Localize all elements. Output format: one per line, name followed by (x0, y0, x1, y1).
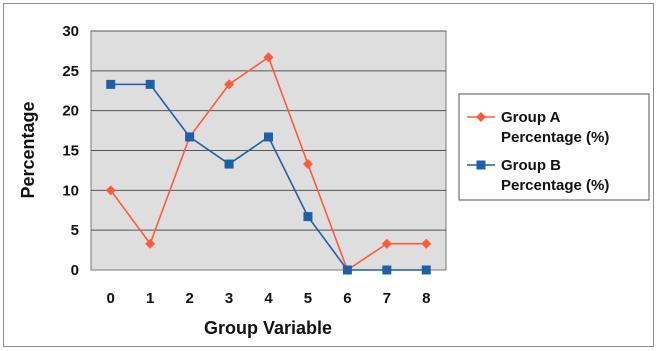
y-tick-label-0: 0 (71, 262, 79, 279)
group-b-legend-marker (476, 160, 486, 170)
x-tick-label-8: 8 (422, 290, 430, 307)
x-tick-label-1: 1 (146, 290, 154, 307)
group-b-point-4 (264, 132, 273, 142)
group-a-point-1 (145, 238, 156, 249)
y-tick-label-15: 15 (62, 143, 79, 160)
x-tick-label-5: 5 (304, 290, 312, 307)
group-a-legend-label-line-2: Percentage (%) (501, 129, 609, 146)
x-tick-label-4: 4 (264, 290, 273, 307)
group-b-point-2 (185, 132, 195, 142)
x-tick-label-7: 7 (383, 290, 391, 307)
y-axis-title: Percentage (18, 101, 38, 198)
x-tick-label-3: 3 (225, 290, 233, 307)
x-axis-title: Group Variable (204, 318, 332, 338)
group-b-legend-label-line-1: Group B (501, 157, 561, 174)
line-chart: 0 5 10 15 20 25 30 0 1 2 3 4 5 6 7 8 Group Variable Pe… (18, 23, 650, 338)
group-b-point-1 (145, 79, 155, 89)
x-tick-label-0: 0 (107, 290, 115, 307)
y-tick-label-30: 30 (62, 23, 79, 40)
group-a-point-3 (224, 79, 235, 90)
series-markers (105, 52, 432, 275)
y-tick-labels: 0 5 10 15 20 25 30 (62, 23, 79, 279)
group-b-point-5 (303, 212, 313, 222)
y-tick-label-10: 10 (62, 182, 79, 199)
group-b-point-7 (382, 265, 392, 275)
chart-frame: 0 5 10 15 20 25 30 0 1 2 3 4 5 6 7 8 Group Variable Pe… (3, 3, 654, 347)
gridlines (91, 30, 446, 231)
y-tick-label-25: 25 (62, 63, 79, 80)
group-a-point-5 (302, 159, 313, 170)
group-a-point-7 (381, 238, 392, 249)
x-tick-label-6: 6 (343, 290, 351, 307)
group-b-point-3 (224, 159, 234, 169)
group-b-point-6 (342, 265, 352, 275)
legend: Group A Percentage (%) Group B Percentage (… (458, 93, 650, 201)
group-a-legend-label-line-1: Group A (501, 109, 561, 126)
group-b-legend-label-line-2: Percentage (%) (501, 177, 609, 194)
group-a-legend-marker (476, 112, 486, 122)
y-tick-label-20: 20 (62, 103, 79, 120)
group-b-point-8 (421, 265, 431, 275)
group-b-point-0 (106, 79, 116, 89)
group-a-point-8 (421, 238, 432, 249)
legend-box (458, 93, 650, 201)
x-tick-label-2: 2 (185, 290, 193, 307)
group-a-point-0 (105, 185, 116, 196)
group-a-point-4 (263, 52, 274, 63)
x-tick-labels: 0 1 2 3 4 5 6 7 8 (107, 290, 431, 307)
y-tick-label-5: 5 (71, 222, 79, 239)
